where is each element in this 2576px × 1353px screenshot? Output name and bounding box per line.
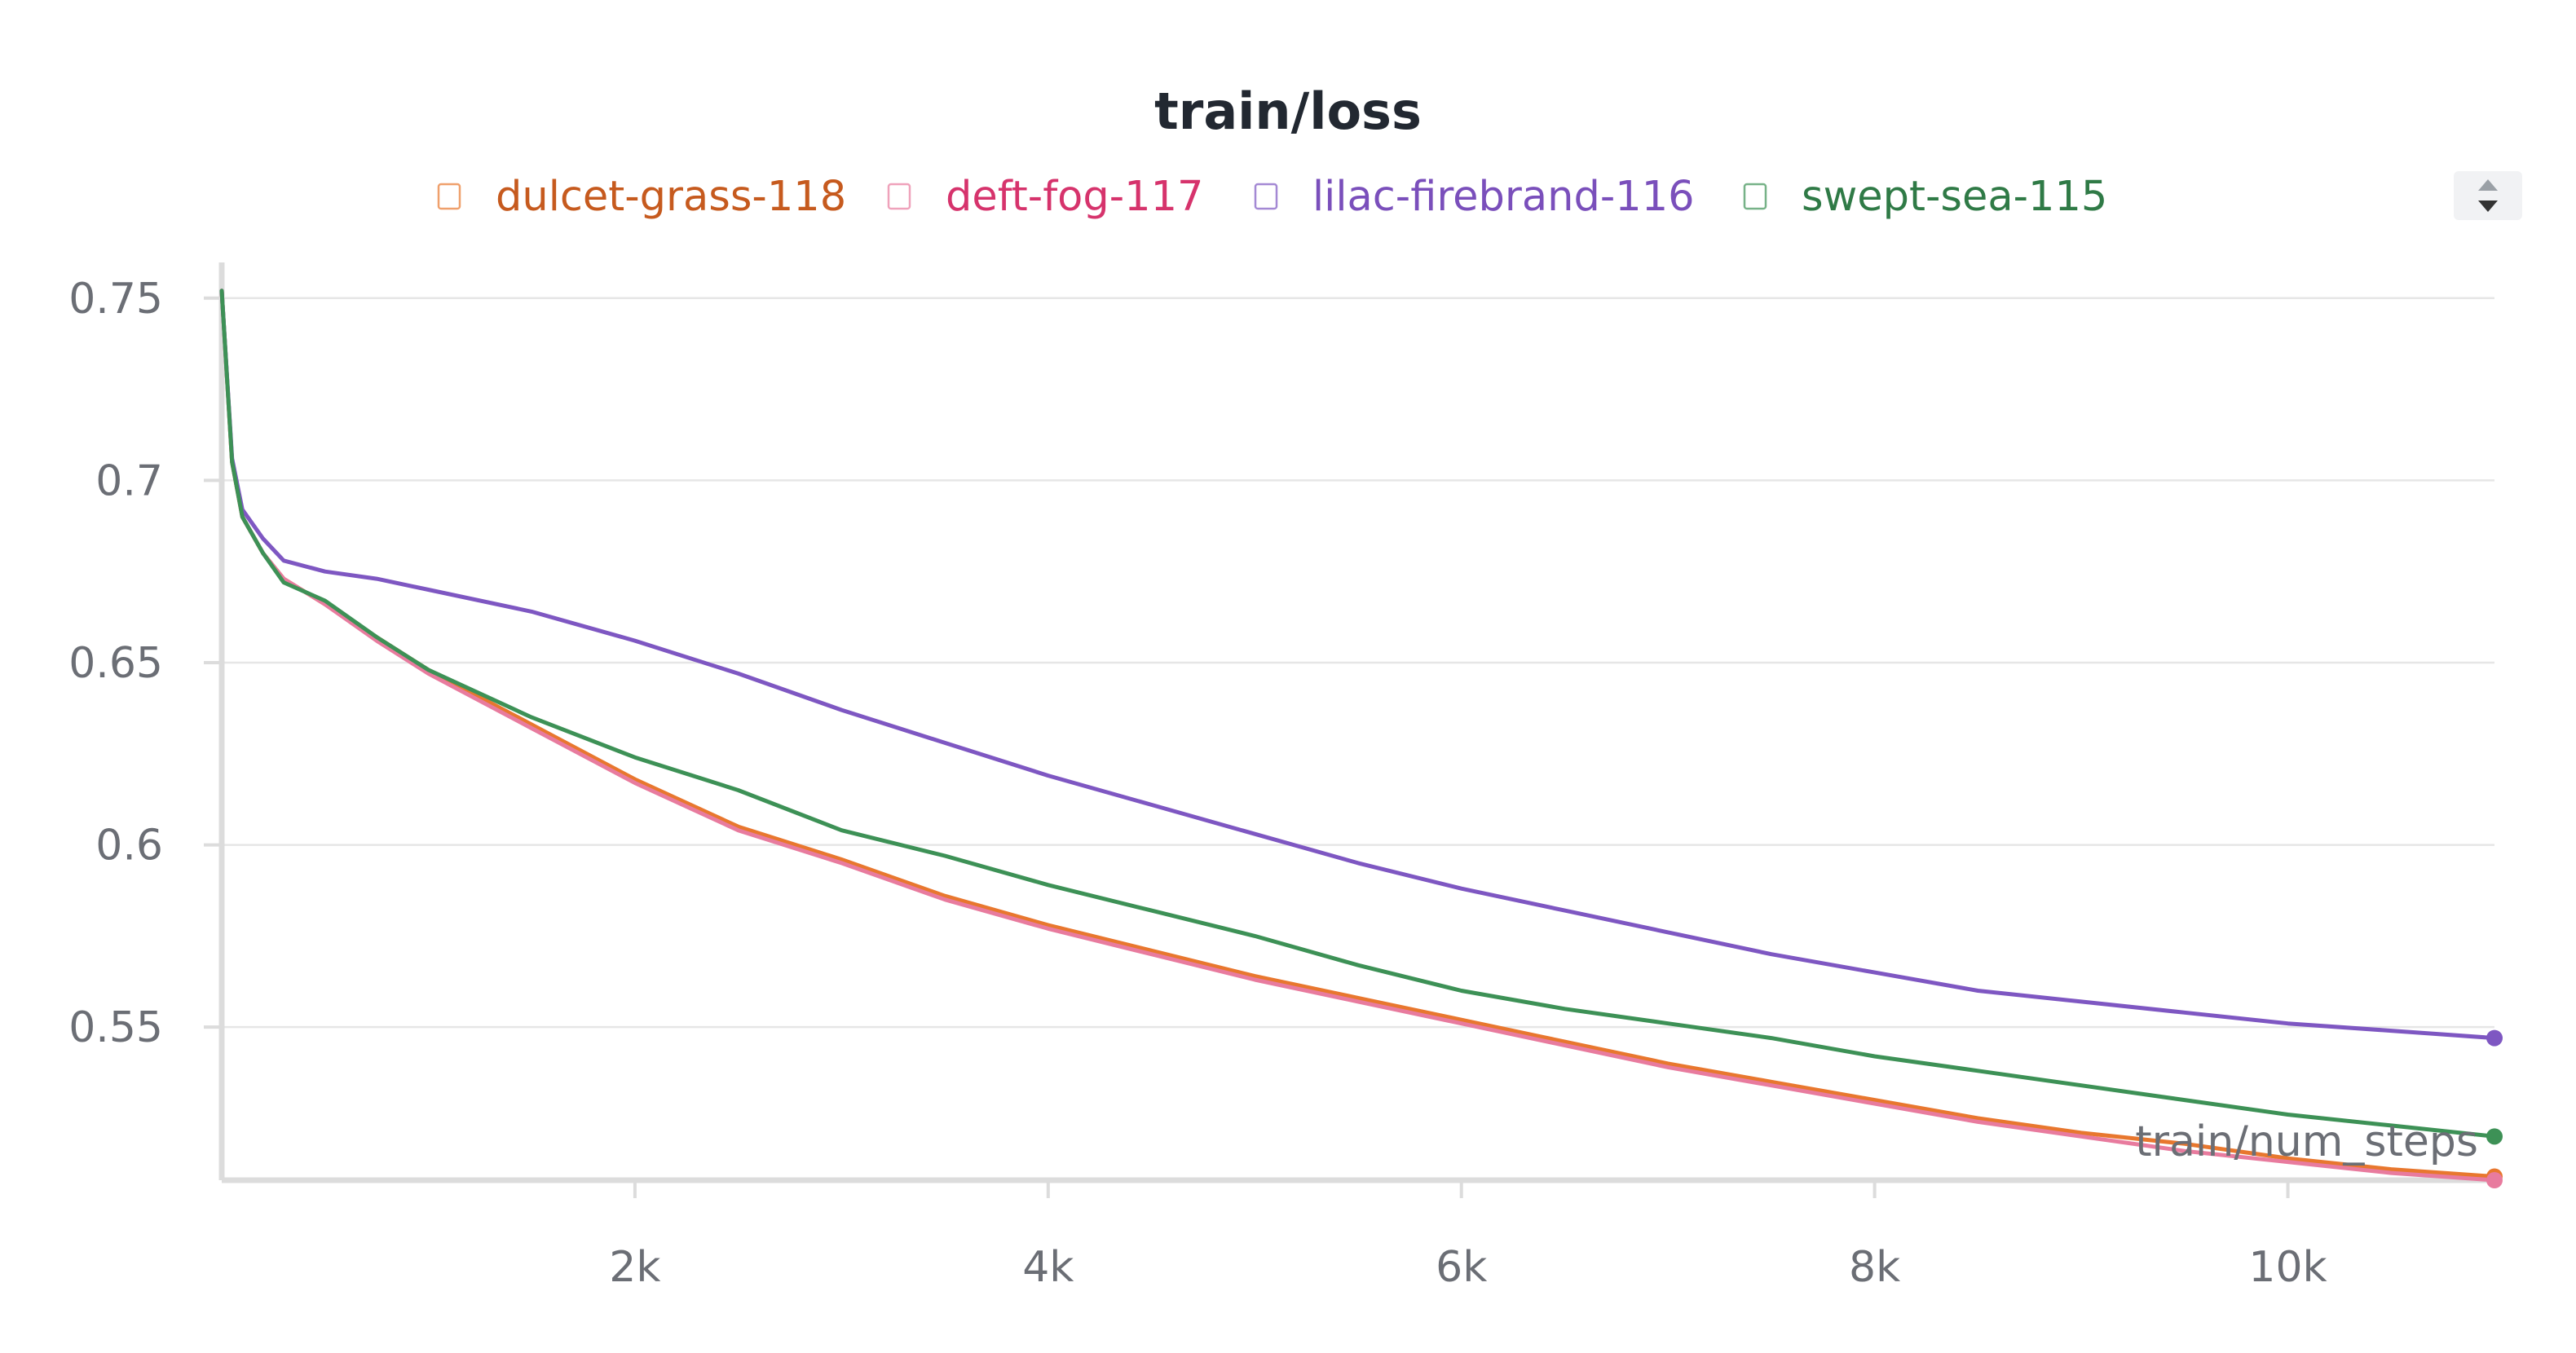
- legend-label: dulcet-grass-118: [496, 173, 846, 221]
- x-tick-label: 4k: [1022, 1243, 1074, 1292]
- legend-label: swept-sea-115: [1802, 173, 2107, 221]
- chart-title: train/loss: [1154, 82, 1422, 141]
- y-tick-label: 0.6: [95, 822, 163, 870]
- y-tick-label: 0.65: [68, 639, 163, 688]
- series-lines: [219, 289, 2503, 1188]
- series-line-dulcet-grass-118: [219, 289, 2497, 1179]
- legend-swatch: [1254, 183, 1278, 210]
- legend-scroll-control[interactable]: [2454, 171, 2522, 220]
- series-line-deft-fog-117: [219, 289, 2497, 1183]
- scroll-down-icon[interactable]: [2478, 201, 2498, 212]
- series-end-point-deft-fog-117: [2486, 1172, 2503, 1188]
- axes: [218, 262, 2494, 1183]
- grid: [222, 297, 2494, 1029]
- x-tick-label: 2k: [609, 1243, 660, 1292]
- series-end-point-swept-sea-115: [2486, 1128, 2503, 1145]
- x-tick-label: 8k: [1849, 1243, 1900, 1292]
- x-axis-ticks: 2k 4k 6k 8k 10k: [609, 1180, 2327, 1292]
- y-tick-label: 0.55: [68, 1003, 163, 1052]
- series-end-point-lilac-firebrand-116: [2486, 1029, 2503, 1047]
- legend-label: lilac-firebrand-116: [1312, 173, 1695, 221]
- x-axis-title: train/num_steps: [2135, 1117, 2478, 1166]
- x-tick-label: 10k: [2248, 1243, 2327, 1292]
- y-tick-label: 0.75: [68, 275, 163, 324]
- y-tick-label: 0.7: [95, 456, 163, 505]
- legend-swatch: [887, 183, 911, 210]
- legend-swatch: [437, 183, 461, 210]
- legend-scroll-box[interactable]: [2454, 171, 2522, 220]
- legend-item-deft-fog-117[interactable]: deft-fog-117: [887, 173, 1203, 221]
- series-line-swept-sea-115: [219, 289, 2497, 1139]
- series-line-lilac-firebrand-116: [219, 289, 2497, 1041]
- scroll-up-icon[interactable]: [2478, 179, 2498, 191]
- y-axis-ticks: 0.55 0.6 0.65 0.7 0.75: [68, 275, 222, 1052]
- legend-swatch: [1743, 183, 1767, 210]
- legend: dulcet-grass-118 deft-fog-117 lilac-firebr…: [437, 173, 2107, 221]
- legend-item-lilac-firebrand-116[interactable]: lilac-firebrand-116: [1254, 173, 1695, 221]
- legend-item-swept-sea-115[interactable]: swept-sea-115: [1743, 173, 2107, 221]
- legend-item-dulcet-grass-118[interactable]: dulcet-grass-118: [437, 173, 846, 221]
- legend-label: deft-fog-117: [946, 173, 1203, 221]
- x-tick-label: 6k: [1436, 1243, 1487, 1292]
